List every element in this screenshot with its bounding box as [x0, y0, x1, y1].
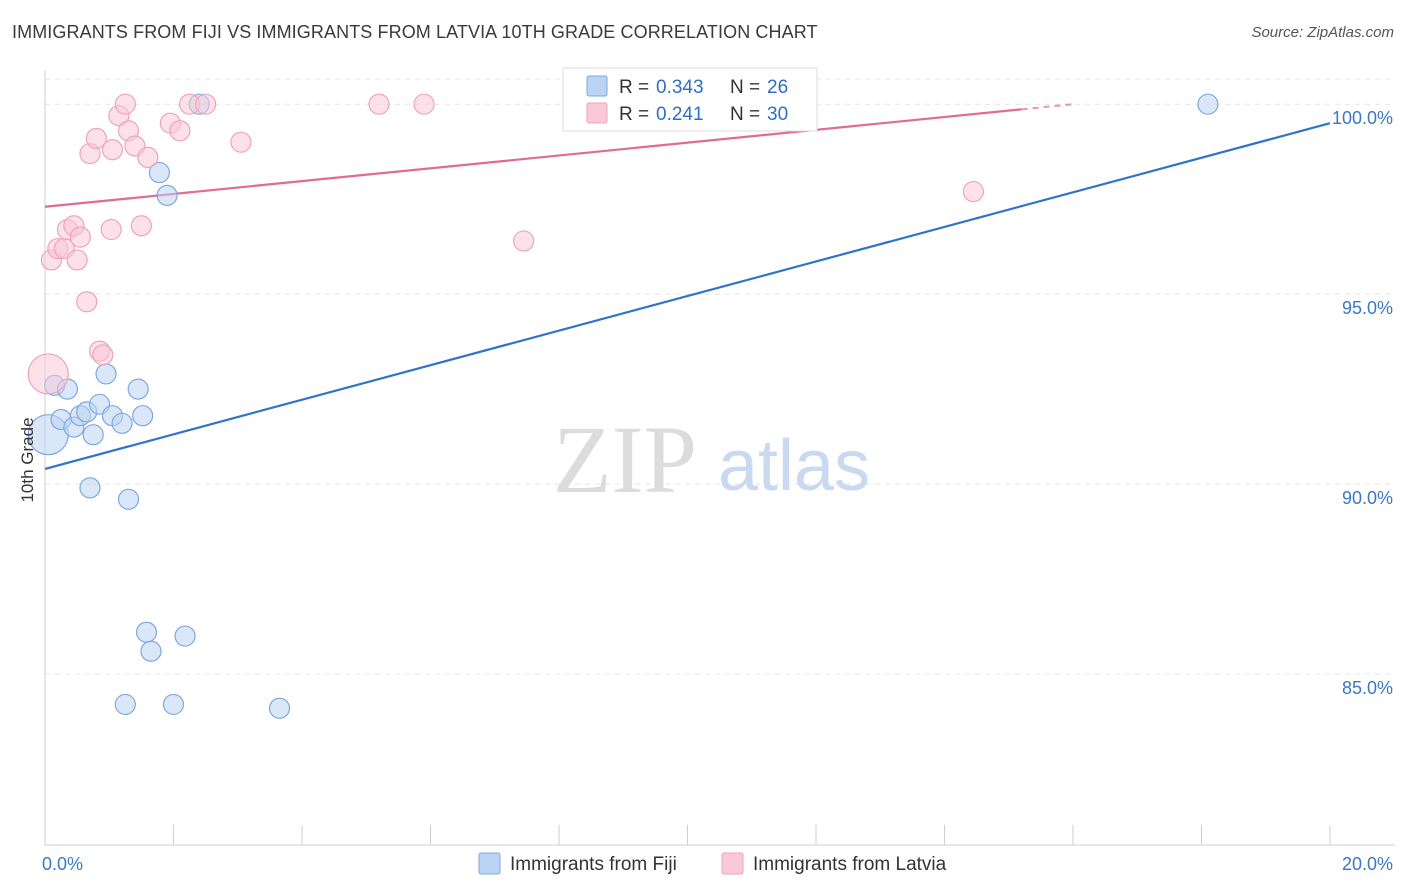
- point-latvia: [92, 344, 114, 366]
- series-legend-label-latvia: Immigrants from Latvia: [753, 854, 947, 875]
- point-fiji: [79, 477, 101, 499]
- point-latvia: [101, 139, 124, 161]
- series-legend-label-fiji: Immigrants from Fiji: [510, 854, 677, 875]
- point-latvia: [137, 146, 159, 168]
- x-tick-label: 20.0%: [1342, 854, 1393, 874]
- point-fiji: [127, 378, 149, 400]
- legend-swatch-fiji: [586, 75, 608, 97]
- watermark-zip: ZIP: [553, 406, 697, 513]
- point-fiji: [156, 184, 178, 206]
- legend-latvia-r-value: 0.241: [656, 104, 704, 125]
- legend-fiji-n-label: N =: [730, 77, 760, 98]
- gridlines: [45, 78, 1395, 675]
- legend-fiji-n-value: 26: [767, 77, 788, 98]
- watermark-atlas: atlas: [718, 426, 870, 506]
- point-latvia: [27, 353, 69, 395]
- watermark: ZIP atlas: [553, 406, 870, 513]
- point-fiji: [140, 640, 162, 662]
- point-fiji: [1197, 93, 1219, 115]
- series-legend-swatch-latvia: [721, 852, 744, 875]
- point-latvia: [513, 230, 535, 252]
- trend-lines: [44, 103, 1331, 470]
- trend-line-extension-latvia: [1021, 103, 1074, 111]
- point-latvia: [962, 180, 985, 203]
- point-latvia: [413, 93, 435, 115]
- point-latvia: [230, 131, 252, 153]
- y-tick-label: 90.0%: [1342, 488, 1393, 508]
- data-points: [27, 93, 1219, 719]
- trend-line-latvia: [44, 108, 1022, 208]
- series-legend: Immigrants from Fiji Immigrants from Lat…: [478, 852, 947, 875]
- x-tick-label: 0.0%: [42, 854, 83, 874]
- point-latvia: [69, 226, 91, 248]
- tick-labels: 100.0% 95.0% 90.0% 85.0% 0.0% 20.0%: [42, 108, 1393, 874]
- axes: [44, 70, 1395, 846]
- y-axis-title: 10th Grade: [18, 417, 37, 502]
- point-fiji: [174, 625, 196, 647]
- series-legend-swatch-fiji: [478, 852, 501, 875]
- point-latvia: [169, 120, 191, 142]
- point-latvia: [114, 93, 136, 115]
- point-fiji: [268, 697, 291, 719]
- point-latvia: [85, 127, 108, 149]
- point-latvia: [100, 218, 122, 241]
- point-fiji: [132, 405, 154, 427]
- point-fiji: [114, 693, 136, 716]
- legend-latvia-n-value: 30: [767, 104, 788, 125]
- point-fiji: [162, 693, 185, 716]
- trend-line-fiji: [44, 122, 1331, 470]
- chart-title: IMMIGRANTS FROM FIJI VS IMMIGRANTS FROM …: [12, 22, 818, 42]
- legend-latvia-r-label: R =: [619, 104, 649, 125]
- point-fiji: [111, 412, 133, 434]
- y-tick-label: 95.0%: [1342, 298, 1393, 318]
- stats-legend: R = 0.343 N = 26 R = 0.241 N = 30: [562, 67, 818, 132]
- point-latvia: [368, 93, 390, 115]
- point-latvia: [66, 249, 88, 271]
- point-fiji: [117, 488, 140, 510]
- point-latvia: [195, 93, 217, 115]
- point-fiji: [82, 424, 104, 446]
- legend-swatch-latvia: [586, 102, 608, 124]
- point-latvia: [76, 291, 98, 313]
- point-fiji: [135, 621, 158, 643]
- point-latvia: [130, 215, 152, 237]
- legend-fiji-r-label: R =: [619, 77, 649, 98]
- point-fiji: [148, 161, 170, 184]
- legend-latvia-n-label: N =: [730, 104, 760, 125]
- y-tick-label: 100.0%: [1332, 108, 1393, 128]
- y-tick-label: 85.0%: [1342, 678, 1393, 698]
- source-credit: Source: ZipAtlas.com: [1251, 24, 1394, 41]
- point-fiji: [95, 363, 117, 385]
- legend-fiji-r-value: 0.343: [656, 77, 704, 98]
